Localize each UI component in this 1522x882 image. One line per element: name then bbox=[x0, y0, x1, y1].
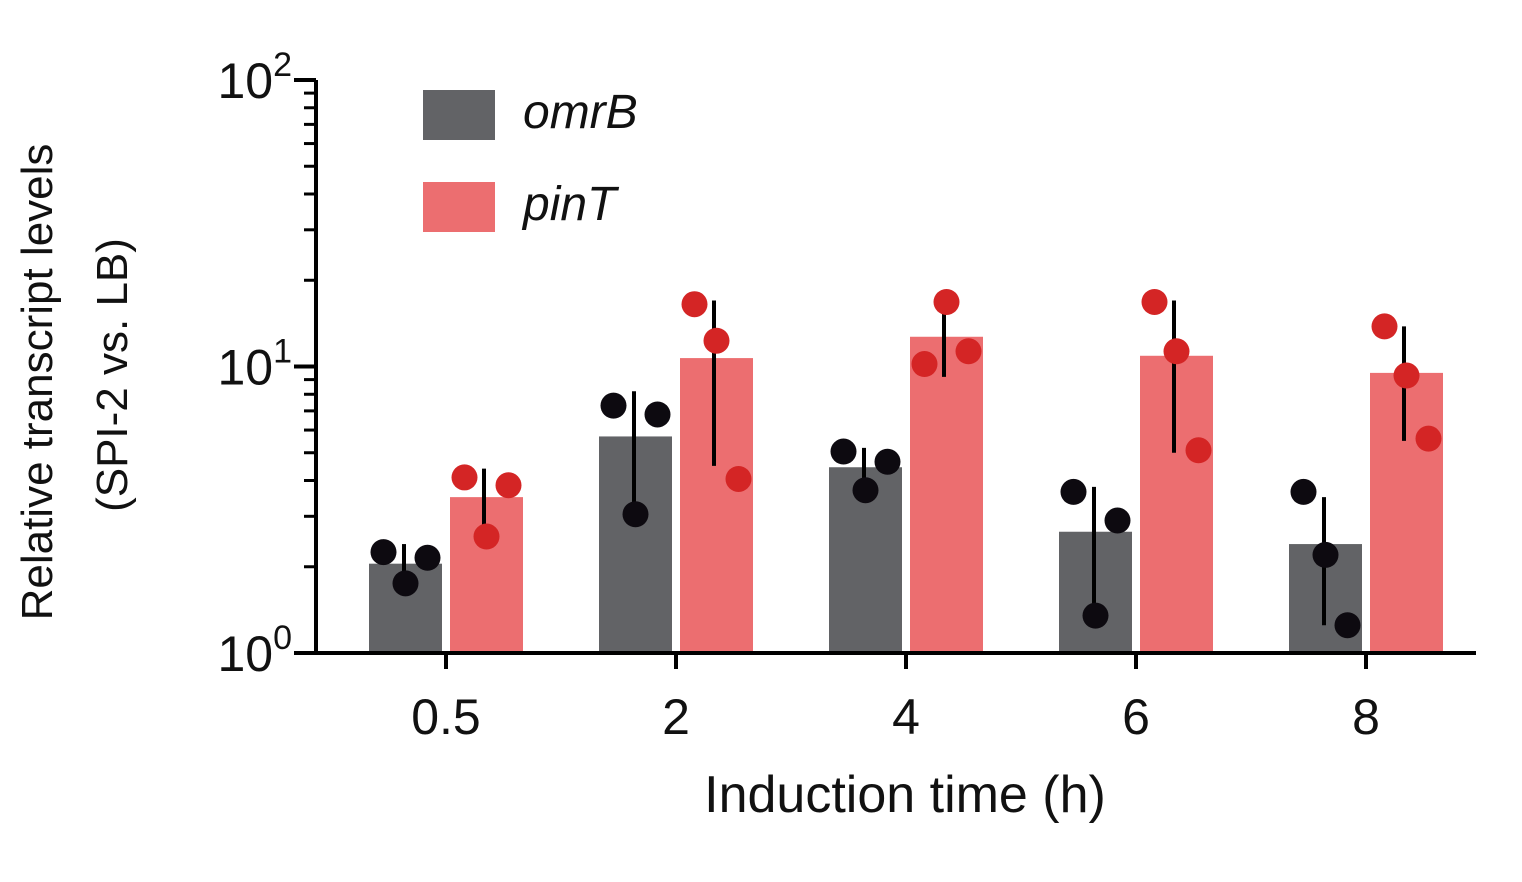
data-point-omrB-8-2 bbox=[1312, 541, 1339, 568]
x-tick-label-6: 6 bbox=[1122, 689, 1150, 745]
data-point-pinT-4-1 bbox=[911, 351, 938, 378]
data-point-omrB-6-2 bbox=[1082, 602, 1109, 629]
data-point-omrB-0.5-1 bbox=[370, 539, 397, 566]
data-point-pinT-0.5-3 bbox=[495, 472, 522, 499]
y-tick-label-1: 100 bbox=[217, 619, 292, 682]
data-point-omrB-0.5-2 bbox=[392, 570, 419, 597]
legend-swatch-pinT bbox=[423, 182, 495, 232]
data-point-pinT-2-1 bbox=[681, 291, 708, 318]
data-point-pinT-6-1 bbox=[1141, 288, 1168, 315]
y-tick-label-100: 102 bbox=[217, 46, 292, 109]
bar-pinT-0.5 bbox=[450, 497, 523, 653]
data-point-pinT-6-2 bbox=[1163, 338, 1190, 365]
data-point-omrB-2-2 bbox=[622, 501, 649, 528]
data-point-omrB-6-3 bbox=[1104, 507, 1131, 534]
bar-pinT-8 bbox=[1370, 372, 1443, 653]
bar-pinT-6 bbox=[1140, 355, 1213, 653]
data-point-omrB-8-3 bbox=[1334, 612, 1361, 639]
data-point-omrB-6-1 bbox=[1060, 478, 1087, 505]
data-points-layer bbox=[370, 288, 1442, 639]
data-point-pinT-2-2 bbox=[703, 327, 730, 354]
data-point-pinT-6-3 bbox=[1185, 437, 1212, 464]
data-point-omrB-8-1 bbox=[1290, 478, 1317, 505]
bar-pinT-4 bbox=[910, 336, 983, 653]
y-axis-label-line1: Relative transcript levels bbox=[13, 144, 62, 621]
x-tick-label-2: 2 bbox=[662, 689, 690, 745]
data-point-omrB-0.5-3 bbox=[414, 544, 441, 571]
y-tick-label-10: 101 bbox=[217, 333, 292, 396]
data-point-pinT-4-3 bbox=[955, 338, 982, 365]
data-point-omrB-2-3 bbox=[644, 401, 671, 428]
data-point-omrB-4-1 bbox=[830, 438, 857, 465]
data-point-omrB-2-1 bbox=[600, 392, 627, 419]
bars-layer bbox=[369, 336, 1443, 653]
legend: omrB pinT bbox=[423, 86, 638, 232]
bar-pinT-2 bbox=[680, 358, 753, 653]
data-point-pinT-0.5-2 bbox=[473, 523, 500, 550]
x-tick-label-8: 8 bbox=[1352, 689, 1380, 745]
legend-swatch-omrB bbox=[423, 90, 495, 140]
x-tick-label-0.5: 0.5 bbox=[411, 689, 481, 745]
data-point-omrB-4-3 bbox=[874, 448, 901, 475]
data-point-pinT-8-2 bbox=[1393, 362, 1420, 389]
legend-label-pinT: pinT bbox=[521, 178, 620, 231]
data-point-pinT-0.5-1 bbox=[451, 464, 478, 491]
data-point-pinT-2-3 bbox=[725, 465, 752, 492]
y-axis-label-line2: (SPI-2 vs. LB) bbox=[88, 238, 137, 512]
legend-label-omrB: omrB bbox=[523, 86, 638, 139]
x-axis-label: Induction time (h) bbox=[704, 766, 1106, 824]
error-bars-layer bbox=[402, 300, 1406, 626]
data-point-omrB-4-2 bbox=[852, 477, 879, 504]
data-point-pinT-8-1 bbox=[1371, 313, 1398, 340]
data-point-pinT-4-2 bbox=[933, 288, 960, 315]
axes-layer: 0.5 2 4 6 8 100 101 102 bbox=[217, 46, 1476, 745]
data-point-pinT-8-3 bbox=[1415, 425, 1442, 452]
x-tick-label-4: 4 bbox=[892, 689, 920, 745]
